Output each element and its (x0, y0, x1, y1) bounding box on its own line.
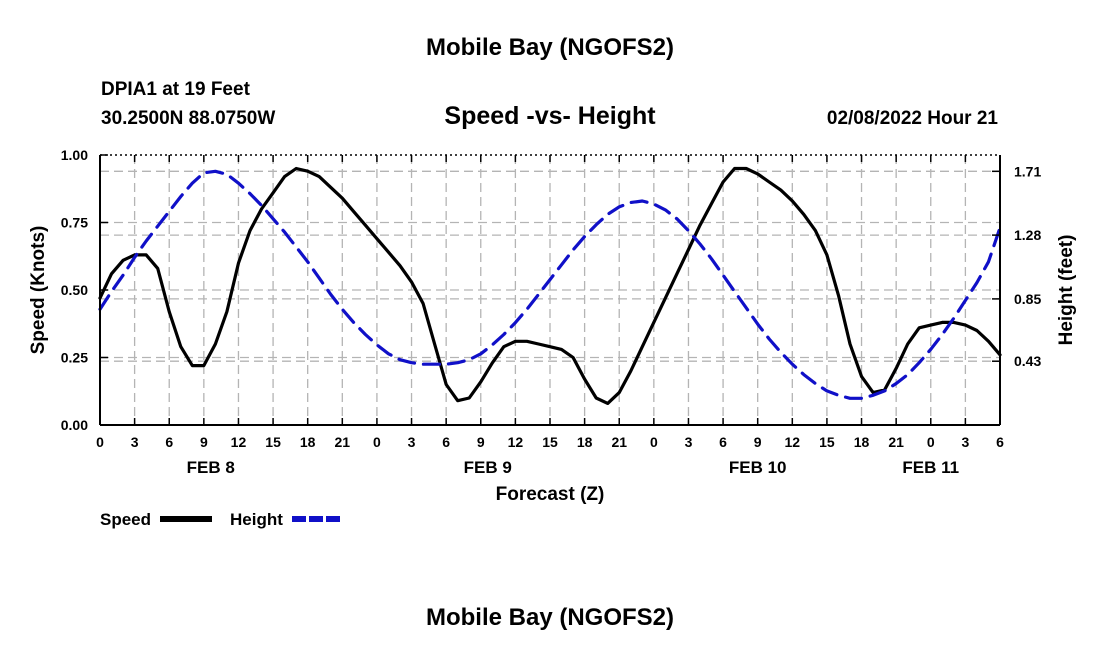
datetime-label: 02/08/2022 Hour 21 (827, 108, 999, 129)
x-tick-label: 12 (508, 434, 524, 450)
series-layer (98, 166, 1002, 405)
legend-speed-label: Speed (100, 510, 151, 529)
x-tick-label: 3 (685, 434, 693, 450)
y2-tick-label: 1.28 (1014, 227, 1041, 243)
x-tick-label: 15 (542, 434, 558, 450)
x-tick-label: 21 (335, 434, 351, 450)
x-tick-label: 18 (300, 434, 316, 450)
y2-tick-label: 0.85 (1014, 291, 1041, 307)
day-label: FEB 11 (902, 458, 959, 477)
x-tick-label: 12 (785, 434, 801, 450)
x-tick-label: 3 (408, 434, 416, 450)
x-tick-label: 6 (996, 434, 1004, 450)
y-tick-label: 0.00 (61, 417, 88, 433)
y2-axis-label: Height (feet) (1056, 235, 1077, 346)
x-tick-label: 0 (96, 434, 104, 450)
y-axis-label: Speed (Knots) (28, 226, 49, 355)
x-tick-label: 12 (231, 434, 247, 450)
grid (100, 155, 1000, 425)
footer-title: Mobile Bay (NGOFS2) (426, 604, 674, 631)
series-line-speed (98, 166, 1002, 405)
x-tick-label: 9 (754, 434, 762, 450)
y-tick-label: 0.75 (61, 215, 88, 231)
chart-main-title: Mobile Bay (NGOFS2) (426, 34, 674, 61)
day-label: FEB 9 (464, 458, 512, 477)
y-tick-label: 1.00 (61, 147, 88, 163)
x-tick-label: 3 (131, 434, 139, 450)
ticks: 0 3 6 9 12 15 18 21 0 3 6 9 12 15 18 21 0 3 6 9 12 15 18 21 0 3 6 0… (61, 147, 1042, 477)
legend-height-label: Height (230, 510, 283, 529)
x-tick-label: 15 (819, 434, 835, 450)
x-tick-label: 6 (165, 434, 173, 450)
x-tick-label: 9 (200, 434, 208, 450)
x-axis-label: Forecast (Z) (496, 484, 605, 505)
x-tick-label: 6 (719, 434, 727, 450)
x-tick-label: 9 (477, 434, 485, 450)
x-tick-label: 3 (961, 434, 969, 450)
coords-label: 30.2500N 88.0750W (101, 108, 275, 129)
series-line-height (98, 169, 1002, 400)
x-tick-label: 0 (927, 434, 935, 450)
chart-subtitle: Speed -vs- Height (444, 102, 656, 130)
x-tick-label: 15 (265, 434, 281, 450)
x-tick-label: 21 (888, 434, 904, 450)
x-tick-label: 0 (650, 434, 658, 450)
legend: Speed Height (100, 510, 342, 529)
y-tick-label: 0.50 (61, 282, 88, 298)
x-tick-label: 6 (442, 434, 450, 450)
y-tick-label: 0.25 (61, 350, 88, 366)
y2-tick-label: 0.43 (1014, 353, 1041, 369)
x-tick-label: 18 (854, 434, 870, 450)
station-label: DPIA1 at 19 Feet (101, 79, 251, 100)
y2-tick-label: 1.71 (1014, 163, 1041, 179)
day-label: FEB 8 (187, 458, 235, 477)
x-tick-label: 18 (577, 434, 593, 450)
x-tick-label: 0 (373, 434, 381, 450)
day-label: FEB 10 (729, 458, 787, 477)
x-tick-label: 21 (611, 434, 627, 450)
